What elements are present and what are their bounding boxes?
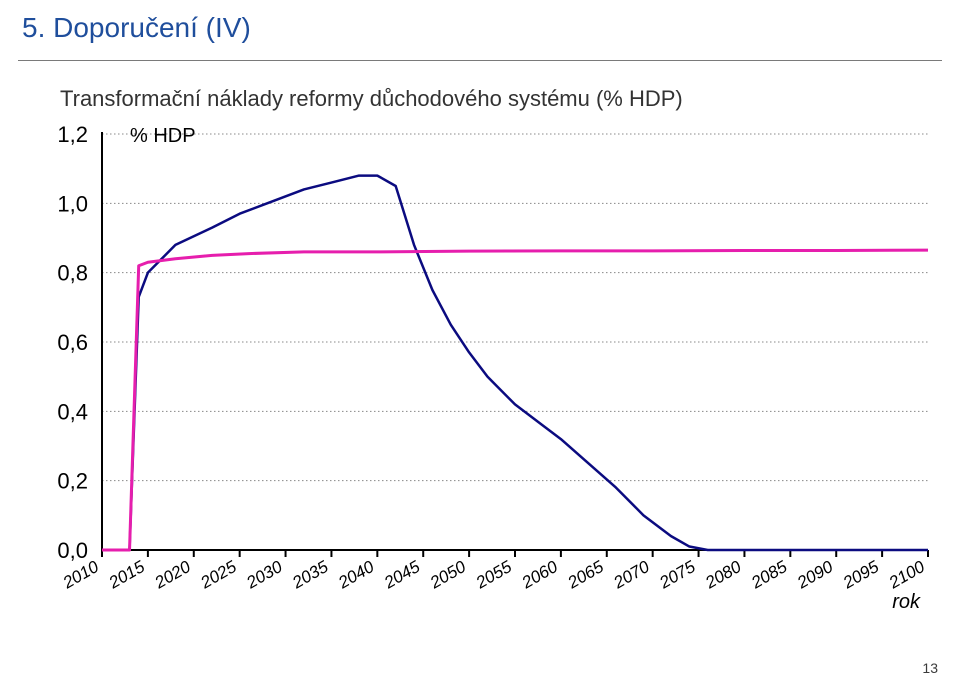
chart-container: 0,00,20,40,60,81,01,2% HDP20102015202020… (28, 120, 932, 640)
series-series_b (102, 250, 928, 550)
y-tick-label: 0,0 (57, 538, 88, 563)
line-chart: 0,00,20,40,60,81,01,2% HDP20102015202020… (28, 120, 932, 640)
x-tick-label: 2070 (610, 557, 654, 593)
x-tick-label: 2035 (288, 557, 332, 593)
title-divider (18, 60, 942, 61)
x-tick-label: 2055 (472, 557, 516, 593)
y-axis-unit-label: % HDP (130, 125, 196, 147)
x-tick-label: 2075 (655, 557, 699, 593)
x-tick-label: 2090 (793, 557, 837, 593)
y-tick-label: 0,4 (57, 399, 88, 424)
y-tick-label: 0,8 (57, 261, 88, 286)
x-tick-label: 2020 (151, 557, 195, 593)
x-tick-label: 2040 (334, 557, 378, 593)
x-tick-label: 2095 (839, 557, 883, 593)
y-tick-label: 0,2 (57, 469, 88, 494)
x-tick-label: 2085 (747, 557, 791, 593)
x-tick-label: 2030 (242, 557, 286, 593)
page-number: 13 (922, 660, 938, 676)
x-tick-label: 2060 (518, 557, 562, 593)
x-tick-label: 2045 (380, 557, 424, 593)
y-tick-label: 0,6 (57, 330, 88, 355)
x-tick-label: 2100 (885, 557, 929, 593)
slide-subtitle: Transformační náklady reformy důchodovéh… (60, 86, 683, 112)
x-axis-title: rok (892, 591, 921, 613)
x-tick-label: 2025 (197, 557, 241, 593)
series-series_a (102, 176, 928, 550)
y-tick-label: 1,0 (57, 191, 88, 216)
slide-title: 5. Doporučení (IV) (22, 12, 251, 44)
y-tick-label: 1,2 (57, 122, 88, 147)
x-tick-label: 2065 (564, 557, 608, 593)
x-tick-label: 2050 (426, 557, 470, 593)
x-tick-label: 2080 (701, 557, 745, 593)
x-tick-label: 2015 (105, 557, 149, 593)
